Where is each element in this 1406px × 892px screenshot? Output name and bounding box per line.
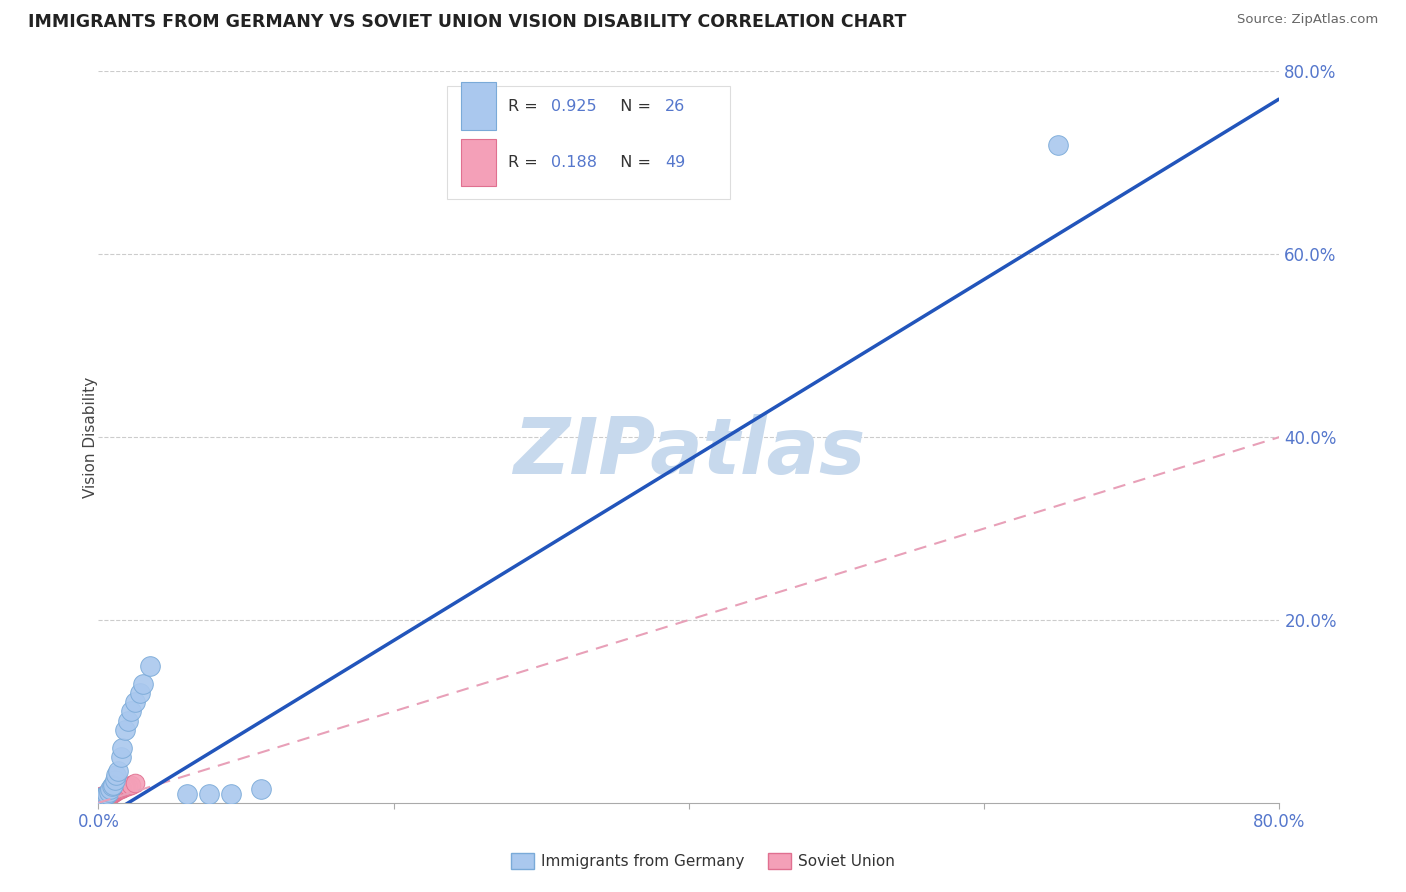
Point <box>94 789 117 803</box>
Text: IMMIGRANTS FROM GERMANY VS SOVIET UNION VISION DISABILITY CORRELATION CHART: IMMIGRANTS FROM GERMANY VS SOVIET UNION … <box>28 13 907 31</box>
Point <box>93 791 115 805</box>
Point <box>124 775 146 789</box>
Point <box>94 790 117 805</box>
Point <box>100 780 122 794</box>
Point <box>139 658 162 673</box>
Point <box>89 792 111 806</box>
Text: N =: N = <box>610 99 657 113</box>
Point <box>90 792 112 806</box>
Point <box>105 783 128 797</box>
Point <box>97 787 120 801</box>
Text: R =: R = <box>508 99 543 113</box>
Point <box>89 793 111 807</box>
Point <box>176 787 198 801</box>
Point <box>97 788 120 802</box>
Point <box>94 788 117 802</box>
FancyBboxPatch shape <box>461 139 496 186</box>
Point <box>117 714 139 728</box>
Point <box>1046 137 1069 152</box>
Point <box>89 790 111 805</box>
Point <box>90 793 112 807</box>
Point <box>103 777 125 792</box>
Point <box>91 790 114 805</box>
Legend: Immigrants from Germany, Soviet Union: Immigrants from Germany, Soviet Union <box>505 847 901 875</box>
Point <box>91 790 114 805</box>
Point <box>132 677 155 691</box>
Point <box>91 791 114 805</box>
Point <box>98 786 121 800</box>
Point <box>93 789 115 804</box>
Point <box>91 789 114 804</box>
Point <box>112 780 135 795</box>
Point <box>89 791 111 805</box>
Point <box>128 686 150 700</box>
Text: ZIPatlas: ZIPatlas <box>513 414 865 490</box>
Point <box>89 794 111 808</box>
FancyBboxPatch shape <box>447 86 730 200</box>
Point <box>94 789 117 804</box>
Point <box>97 785 120 799</box>
Point <box>111 781 134 796</box>
Point <box>98 787 121 801</box>
Text: Source: ZipAtlas.com: Source: ZipAtlas.com <box>1237 13 1378 27</box>
Point <box>93 790 115 805</box>
Point <box>110 782 132 797</box>
Text: N =: N = <box>610 155 657 170</box>
Point <box>114 780 136 795</box>
Point <box>105 784 128 798</box>
Point <box>93 789 115 804</box>
Text: 0.925: 0.925 <box>551 99 596 113</box>
Point <box>103 785 125 799</box>
FancyBboxPatch shape <box>461 82 496 129</box>
Text: 26: 26 <box>665 99 686 113</box>
Point <box>91 792 114 806</box>
Point <box>97 789 120 803</box>
Point <box>90 791 112 805</box>
Point <box>96 788 118 802</box>
Point <box>120 705 142 719</box>
Point <box>90 791 112 805</box>
Point <box>250 782 273 797</box>
Point <box>219 787 242 801</box>
Point <box>104 785 127 799</box>
Text: 49: 49 <box>665 155 686 170</box>
Point <box>107 783 129 797</box>
Text: 0.188: 0.188 <box>551 155 596 170</box>
Point <box>124 695 146 709</box>
Point <box>98 788 121 802</box>
Point <box>104 772 127 787</box>
Point <box>100 787 122 801</box>
Text: R =: R = <box>508 155 543 170</box>
Point <box>96 787 118 801</box>
Point <box>96 789 118 803</box>
Point <box>104 784 127 798</box>
Point <box>108 782 131 797</box>
Point <box>198 787 221 801</box>
Point <box>107 764 129 778</box>
Point <box>105 768 128 782</box>
Point <box>110 750 132 764</box>
Y-axis label: Vision Disability: Vision Disability <box>83 376 97 498</box>
Point <box>90 790 112 805</box>
Point <box>103 786 125 800</box>
Point <box>93 789 115 803</box>
Point <box>114 723 136 737</box>
Point <box>94 789 117 803</box>
Point <box>90 789 112 804</box>
Point <box>115 780 138 794</box>
Point <box>120 777 142 792</box>
Point <box>98 782 121 797</box>
Point <box>111 740 134 755</box>
Point <box>96 789 118 804</box>
Point <box>100 786 122 800</box>
Point <box>117 780 139 794</box>
